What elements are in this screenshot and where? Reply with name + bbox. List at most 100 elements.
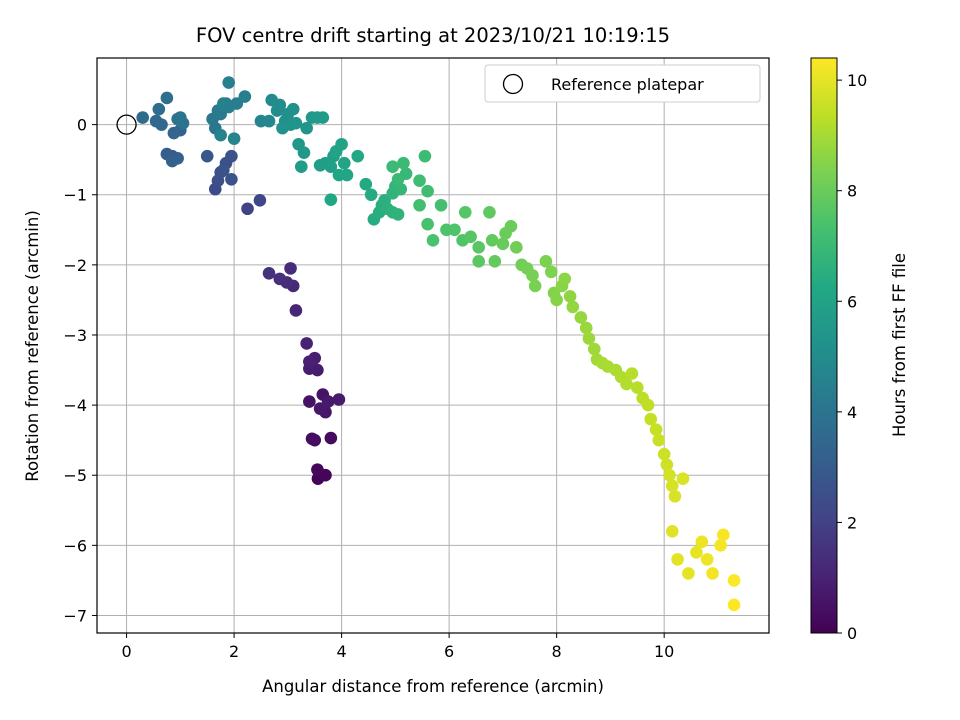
data-point [644,412,658,426]
data-point [165,154,179,168]
chart-title: FOV centre drift starting at 2023/10/21 … [196,24,670,47]
colorbar-ticks: 0 2 4 6 8 10 [837,71,867,643]
grid-lines [97,58,769,633]
data-point [464,230,477,244]
data-point [364,188,378,202]
y-tick-label: −6 [63,536,87,555]
data-point [324,160,338,173]
data-point [671,553,684,566]
y-axis-ticks: 0 −1 −2 −3 −4 −5 −6 −7 [63,116,97,625]
data-point [222,76,236,89]
data-point [294,160,308,173]
data-point [625,367,639,380]
data-point [472,255,485,268]
y-tick-label: −1 [63,186,87,205]
data-point [340,168,354,182]
data-point [273,272,287,286]
data-point [587,342,601,356]
scatter-points [116,76,741,612]
data-point [335,137,348,151]
data-point [200,149,214,163]
data-point [496,237,510,251]
x-tick-label: 0 [121,642,131,661]
x-tick-label: 10 [654,642,674,661]
data-point [273,98,287,112]
data-point [574,311,588,324]
data-point [458,205,472,219]
colorbar: 0 2 4 6 8 10 Hours from first FF file [810,57,909,643]
data-point [160,91,174,105]
data-point [652,433,666,447]
data-point [386,160,399,173]
data-point [690,546,703,559]
data-point [550,293,563,307]
x-tick-label: 8 [552,642,562,661]
data-point [579,321,593,335]
data-point [238,90,252,103]
data-point [448,223,461,237]
data-point [539,255,553,268]
data-point [421,217,434,231]
data-point [544,265,558,279]
data-point [630,381,644,394]
data-point [510,241,523,254]
data-point [714,539,727,552]
data-point [663,468,676,482]
data-point [305,432,319,446]
data-point [668,489,682,503]
colorbar-tick-label: 8 [847,182,857,201]
data-point [152,102,166,116]
data-point [695,535,709,549]
data-point [676,472,690,486]
data-point [149,114,163,128]
y-tick-label: −3 [63,326,87,345]
y-tick-label: 0 [77,116,87,135]
data-point [284,262,297,275]
data-point [391,173,405,186]
colorbar-label: Hours from first FF file [890,253,909,437]
data-point [167,126,181,140]
legend-box [484,64,761,103]
data-point [253,194,267,207]
data-point [649,423,663,436]
data-point [227,132,241,145]
data-point [665,525,679,538]
legend-marker-reference [502,73,524,95]
colorbar-tick-label: 0 [847,624,857,643]
colorbar-tick-label: 2 [847,513,857,532]
data-point [324,431,338,445]
data-point [485,234,499,247]
data-point [472,241,485,254]
x-tick-label: 6 [444,642,454,661]
plot-frame [96,57,770,634]
data-point [426,234,440,247]
data-point [665,479,679,493]
data-point [225,149,238,163]
data-point [563,290,577,303]
data-point [483,205,496,219]
colorbar-tick-label: 6 [847,292,857,311]
data-point [297,146,311,159]
data-point [526,269,539,282]
data-point [286,102,300,116]
data-point [657,447,671,461]
data-point [332,393,346,406]
data-point [391,208,405,221]
data-point [394,182,408,196]
data-point [700,553,714,566]
reference-marker [116,114,137,135]
legend: Reference platepar [484,64,761,103]
data-point [488,255,502,268]
data-point [174,111,187,124]
data-point [727,598,741,612]
data-point [241,202,254,216]
data-point [300,121,313,135]
y-axis-label: Rotation from reference (arcmin) [23,210,42,482]
data-point [413,198,426,212]
data-point [136,111,149,124]
x-axis-label: Angular distance from reference (arcmin) [262,677,604,696]
data-point [262,114,276,128]
data-point [359,177,373,191]
data-point [337,156,351,170]
data-point [413,174,426,188]
